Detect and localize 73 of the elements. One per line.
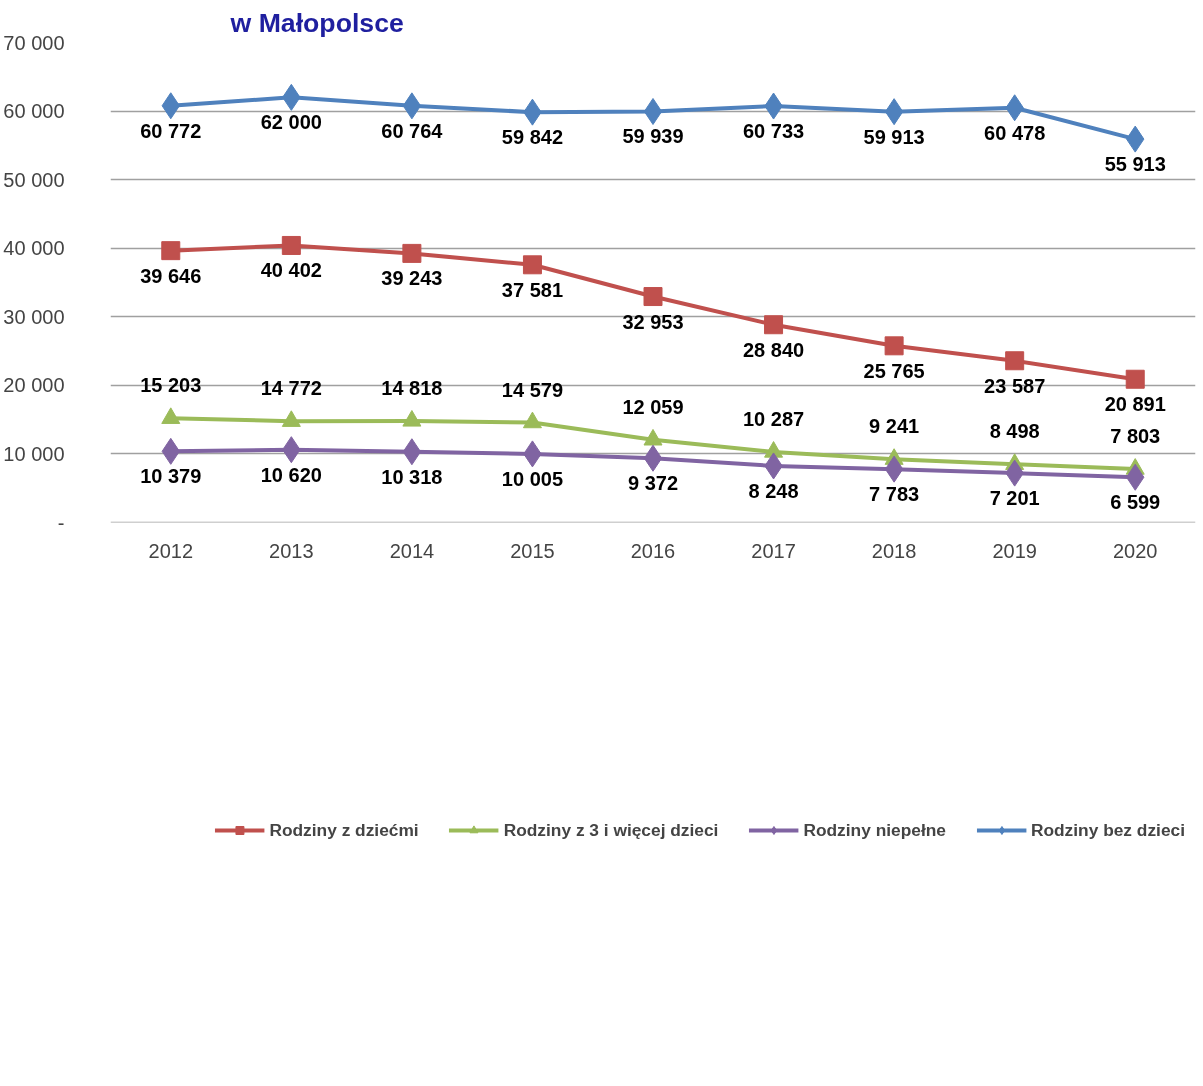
y-tick-label: 60 000 bbox=[3, 100, 65, 123]
legend-label: Rodziny niepełne bbox=[803, 819, 946, 841]
data-label: 12 059 bbox=[622, 395, 684, 418]
y-tick-label: 20 000 bbox=[3, 374, 65, 397]
x-tick-label: 2018 bbox=[871, 539, 917, 562]
data-label: 40 402 bbox=[260, 259, 322, 282]
point bbox=[522, 255, 542, 275]
point bbox=[764, 315, 784, 335]
data-label: 37 581 bbox=[501, 278, 564, 301]
point bbox=[1125, 369, 1145, 389]
data-label: 10 379 bbox=[140, 465, 202, 488]
legend-label: Rodziny bez dzieci bbox=[1030, 819, 1185, 841]
data-label: 14 772 bbox=[260, 377, 322, 400]
data-label: 9 241 bbox=[869, 415, 920, 438]
data-label: 9 372 bbox=[627, 472, 679, 495]
x-tick-label: 2013 bbox=[269, 539, 314, 562]
point bbox=[402, 92, 422, 120]
data-label: 7 803 bbox=[1110, 424, 1161, 447]
data-label: 7 783 bbox=[869, 483, 920, 506]
data-label: 23 587 bbox=[984, 374, 1046, 397]
data-label: 10 287 bbox=[742, 407, 805, 430]
data-label: 8 248 bbox=[748, 479, 799, 502]
point bbox=[161, 241, 181, 261]
x-tick-label: 2014 bbox=[389, 539, 435, 562]
data-label: 14 818 bbox=[381, 376, 443, 399]
point bbox=[884, 98, 904, 126]
x-tick-label: 2020 bbox=[1112, 539, 1158, 562]
data-label: 60 733 bbox=[742, 120, 805, 143]
data-label: 25 765 bbox=[863, 359, 925, 382]
data-label: 32 953 bbox=[622, 310, 684, 333]
data-label: 10 318 bbox=[381, 465, 443, 488]
point bbox=[643, 287, 663, 307]
data-label: 39 243 bbox=[381, 267, 443, 290]
y-tick-label: 10 000 bbox=[3, 442, 65, 465]
y-tick-label: - bbox=[57, 511, 65, 534]
x-tick-label: 2012 bbox=[148, 539, 194, 562]
point bbox=[643, 97, 663, 125]
legend-label: Rodziny z dziećmi bbox=[269, 819, 419, 841]
data-label: 59 842 bbox=[501, 126, 564, 149]
y-tick-label: 50 000 bbox=[3, 168, 65, 191]
x-tick-label: 2019 bbox=[992, 539, 1037, 562]
data-label: 8 498 bbox=[989, 420, 1040, 443]
data-label: 60 478 bbox=[984, 121, 1046, 144]
point bbox=[281, 235, 301, 255]
data-label: 39 646 bbox=[140, 264, 202, 287]
legend-label: Rodziny z 3 i więcej dzieci bbox=[503, 819, 719, 841]
data-label: 20 891 bbox=[1104, 393, 1166, 416]
data-label: 6 599 bbox=[1110, 491, 1161, 514]
x-tick-label: 2017 bbox=[751, 539, 796, 562]
point bbox=[884, 455, 904, 483]
point bbox=[402, 243, 422, 263]
point bbox=[884, 336, 904, 356]
data-label: 7 201 bbox=[989, 487, 1040, 510]
data-label: 14 579 bbox=[501, 378, 564, 401]
data-label: 59 939 bbox=[622, 125, 684, 148]
y-tick-label: 30 000 bbox=[3, 305, 65, 328]
data-label: 28 840 bbox=[742, 338, 805, 361]
data-label: 60 764 bbox=[381, 119, 444, 142]
point bbox=[1005, 351, 1025, 371]
point bbox=[643, 444, 663, 472]
data-label: 55 913 bbox=[1104, 153, 1166, 176]
data-label: 62 000 bbox=[260, 111, 322, 134]
chart-title: w Małopolsce bbox=[229, 7, 404, 38]
data-label: 10 005 bbox=[501, 467, 564, 490]
data-label: 15 203 bbox=[140, 374, 202, 397]
point bbox=[402, 438, 422, 466]
data-label: 59 913 bbox=[863, 125, 925, 148]
y-tick-label: 70 000 bbox=[3, 31, 65, 54]
x-tick-label: 2015 bbox=[510, 539, 555, 562]
y-tick-label: 40 000 bbox=[3, 237, 65, 260]
data-label: 10 620 bbox=[260, 463, 322, 486]
data-label: 60 772 bbox=[140, 119, 202, 142]
x-tick-label: 2016 bbox=[630, 539, 676, 562]
